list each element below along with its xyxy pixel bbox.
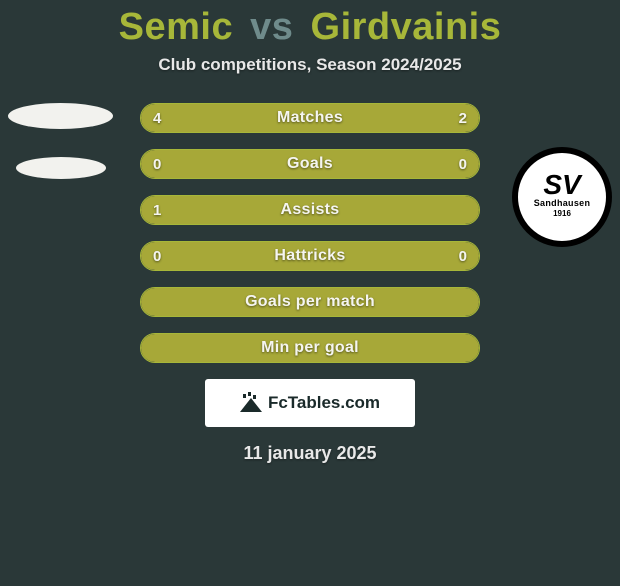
stat-bar: Goals per match — [140, 287, 480, 317]
stat-label: Matches — [141, 104, 479, 132]
player2-name: Girdvainis — [311, 6, 502, 48]
right-team-logo: SV Sandhausen 1916 — [512, 103, 612, 247]
stat-label: Assists — [141, 196, 479, 224]
stat-label: Goals per match — [141, 288, 479, 316]
player1-name: Semic — [119, 6, 233, 48]
stat-label: Min per goal — [141, 334, 479, 362]
branding-text: FcTables.com — [268, 393, 380, 413]
vs-text: vs — [250, 6, 293, 48]
comparison-title: Semic vs Girdvainis — [0, 6, 620, 49]
stat-label: Hattricks — [141, 242, 479, 270]
branding-box: FcTables.com — [205, 379, 415, 427]
chart-area: SV Sandhausen 1916 42Matches 00Goals 1Assi… — [0, 103, 620, 363]
stat-bar: 00Goals — [140, 149, 480, 179]
left-team-logo — [8, 103, 113, 207]
club-badge-icon: SV Sandhausen 1916 — [512, 147, 612, 247]
fctables-icon — [240, 394, 262, 412]
stat-label: Goals — [141, 150, 479, 178]
stat-bars: 42Matches 00Goals 1Assists 00Hattricks Goals… — [140, 103, 480, 363]
stat-bar: 00Hattricks — [140, 241, 480, 271]
subtitle: Club competitions, Season 2024/2025 — [0, 55, 620, 75]
badge-year: 1916 — [553, 209, 571, 218]
badge-town: Sandhausen — [534, 198, 591, 208]
stat-bar: 42Matches — [140, 103, 480, 133]
ellipse-placeholder-icon — [8, 103, 113, 179]
badge-sv: SV — [543, 172, 580, 197]
date-text: 11 january 2025 — [0, 443, 620, 464]
stat-bar: Min per goal — [140, 333, 480, 363]
stat-bar: 1Assists — [140, 195, 480, 225]
